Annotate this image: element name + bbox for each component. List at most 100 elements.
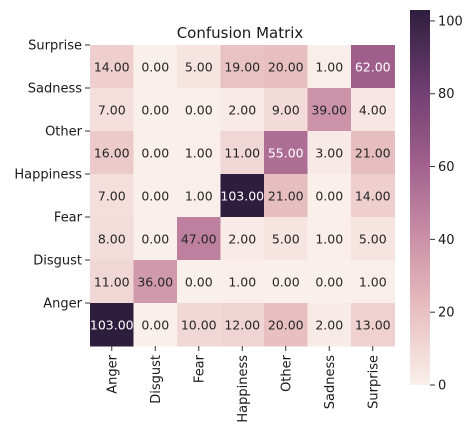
heatmap-cell — [220, 303, 265, 347]
heatmap-cell — [177, 174, 221, 218]
cell-value-label: 0.00 — [141, 60, 169, 75]
cell-value-label: 3.00 — [315, 146, 343, 161]
x-axis-labels: Anger Disgust Fear Happiness Other Sadness Sur… — [105, 346, 381, 423]
cell-value-label: 8.00 — [98, 232, 126, 247]
cell-value-label: 55.00 — [268, 146, 304, 161]
x-tick-label: Happiness — [236, 355, 251, 423]
heatmap-cell — [133, 45, 178, 89]
heatmap-cell — [264, 217, 308, 261]
heatmap-cell — [351, 88, 395, 132]
x-tick-label: Other — [279, 354, 294, 392]
heatmap-cell — [220, 131, 265, 175]
y-tick-label: Other — [45, 125, 83, 140]
cell-value-label: 1.00 — [185, 189, 213, 204]
heatmap-cell — [307, 45, 352, 89]
cell-value-label: 0.00 — [185, 103, 213, 118]
heatmap-cell — [177, 217, 221, 261]
heatmap-cell — [133, 303, 178, 347]
cell-value-label: 11.00 — [224, 146, 260, 161]
cell-value-label: 12.00 — [224, 318, 260, 333]
heatmap-cell — [177, 260, 221, 304]
x-tick-label: Fear — [192, 354, 207, 383]
heatmap-cell — [351, 174, 395, 218]
colorbar-tick-label: 80 — [438, 87, 455, 102]
heatmap-cell — [90, 45, 134, 89]
heatmap-cell — [133, 217, 178, 261]
y-tick-label: Anger — [43, 297, 82, 312]
heatmap-cell — [307, 88, 352, 132]
cell-value-label: 5.00 — [272, 232, 300, 247]
heatmap-cell — [351, 217, 395, 261]
heatmap-cell — [220, 260, 265, 304]
heatmap-cell — [264, 260, 308, 304]
y-tick-label: Happiness — [14, 168, 82, 183]
colorbar-tick-label: 100 — [438, 14, 463, 29]
heatmap-cell — [307, 131, 352, 175]
colorbar — [410, 10, 430, 385]
heatmap-cell — [90, 131, 134, 175]
colorbar-tick-label: 60 — [438, 160, 455, 175]
cell-value-label: 0.00 — [141, 103, 169, 118]
cell-value-label: 19.00 — [224, 60, 260, 75]
colorbar-tick-label: 0 — [438, 379, 446, 394]
heatmap-cell — [90, 174, 134, 218]
cell-value-label: 36.00 — [137, 275, 173, 290]
heatmap-cell — [90, 303, 134, 347]
heatmap-cell — [133, 88, 178, 132]
chart-title: Confusion Matrix — [177, 24, 304, 42]
cell-value-label: 20.00 — [268, 60, 304, 75]
y-tick-label: Disgust — [33, 254, 82, 269]
cell-value-label: 5.00 — [359, 232, 387, 247]
heatmap-cell — [220, 88, 265, 132]
cell-value-label: 62.00 — [355, 60, 391, 75]
cell-value-label: 14.00 — [94, 60, 130, 75]
cell-value-label: 0.00 — [185, 275, 213, 290]
cell-value-label: 20.00 — [268, 318, 304, 333]
cell-value-label: 2.00 — [228, 232, 256, 247]
heatmap-cell — [307, 303, 352, 347]
cell-value-label: 0.00 — [272, 275, 300, 290]
x-tick-label: Sadness — [323, 355, 338, 409]
heatmap-cell — [264, 45, 308, 89]
cell-value-label: 21.00 — [268, 189, 304, 204]
cell-value-label: 0.00 — [141, 232, 169, 247]
heatmap-cell — [133, 174, 178, 218]
heatmap-cell — [351, 45, 395, 89]
cell-value-label: 39.00 — [311, 103, 347, 118]
heatmap-cell — [264, 131, 308, 175]
cell-value-label: 0.00 — [315, 275, 343, 290]
cell-value-label: 103.00 — [220, 189, 264, 204]
cell-value-label: 1.00 — [315, 60, 343, 75]
heatmap-cell — [220, 217, 265, 261]
heatmap-cell — [177, 45, 221, 89]
heatmap-cell — [133, 260, 178, 304]
heatmap-cell — [133, 131, 178, 175]
x-tick-label: Disgust — [149, 355, 164, 404]
cell-value-label: 7.00 — [98, 103, 126, 118]
x-tick-label: Anger — [105, 354, 120, 393]
heatmap-cell — [264, 174, 308, 218]
cell-value-label: 0.00 — [141, 146, 169, 161]
cell-value-label: 11.00 — [94, 275, 130, 290]
cell-value-label: 47.00 — [181, 232, 217, 247]
cell-value-label: 2.00 — [228, 103, 256, 118]
cell-value-label: 1.00 — [228, 275, 256, 290]
heatmap-cells: 14.00 0.00 5.00 19.00 20.00 1.00 62.00 7.00 0.00… — [90, 45, 395, 347]
y-axis-labels: Surprise Sadness Other Happiness Fear Disgust… — [14, 39, 90, 312]
heatmap-cell — [90, 217, 134, 261]
y-tick-label: Sadness — [28, 82, 82, 97]
cell-value-label: 103.00 — [90, 318, 134, 333]
cell-value-label: 7.00 — [98, 189, 126, 204]
heatmap-cell — [307, 260, 352, 304]
x-tick-label: Surprise — [366, 355, 381, 409]
heatmap-cell — [351, 303, 395, 347]
y-tick-label: Surprise — [28, 39, 82, 54]
cell-value-label: 10.00 — [181, 318, 217, 333]
cell-value-label: 16.00 — [94, 146, 130, 161]
cell-value-label: 0.00 — [141, 189, 169, 204]
colorbar-tick-label: 40 — [438, 233, 455, 248]
heatmap-cell — [264, 88, 308, 132]
heatmap-cell — [177, 88, 221, 132]
cell-value-label: 2.00 — [315, 318, 343, 333]
